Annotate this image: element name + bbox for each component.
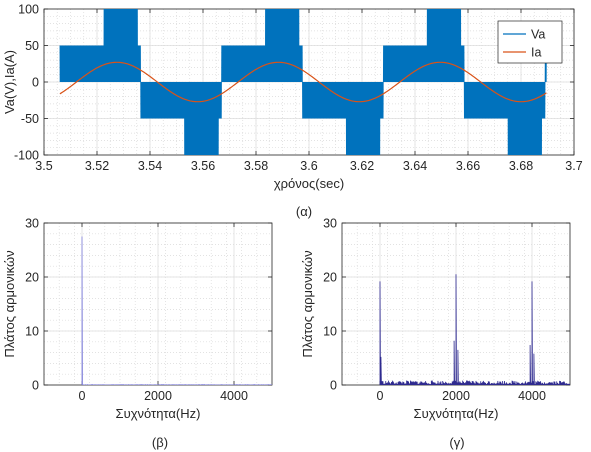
x-tick-label: 3.7	[565, 159, 582, 173]
y-tick-label: 30	[323, 217, 337, 231]
spectrum-line	[81, 236, 272, 385]
x-axis-label: χρόνος(sec)	[274, 176, 344, 191]
series-ia-line	[59, 61, 547, 103]
x-tick-label: 3.58	[244, 159, 268, 173]
x-tick-label: 4000	[220, 389, 248, 403]
y-tick-label: 10	[323, 325, 337, 339]
x-tick-label: 3.6	[300, 159, 317, 173]
x-tick-label: 3.52	[85, 159, 109, 173]
caption-b: (β)	[152, 435, 168, 450]
y-tick-label: -100	[14, 149, 39, 163]
x-axis-label: Συχνότητα(Hz)	[414, 406, 499, 421]
x-tick-label: 2000	[144, 389, 172, 403]
y-axis-label: Πλάτος αρμονικών	[300, 250, 315, 357]
y-axis-label: Πλάτος αρμονικών	[2, 250, 17, 357]
legend-label: Va	[531, 28, 545, 42]
x-tick-label: 0	[79, 389, 86, 403]
series-va-line	[59, 9, 547, 155]
x-tick-label: 3.5	[35, 159, 52, 173]
y-tick-label: 10	[25, 325, 39, 339]
spectrum-chart-current: 0 2000 4000 0 10 20 30 Συχνότητα(Hz) Πλάτος αρμο…	[2, 217, 273, 421]
legend-box	[497, 20, 563, 64]
y-tick-label: 100	[18, 3, 39, 17]
x-tick-label: 2000	[442, 389, 470, 403]
x-tick-label: 3.62	[350, 159, 374, 173]
x-tick-label: 3.66	[456, 159, 480, 173]
y-axis-label: Va(V),Ia(A)	[2, 50, 17, 114]
y-tick-label: 0	[32, 76, 39, 90]
series-layer	[59, 9, 547, 155]
y-tick-label: 0	[330, 379, 337, 393]
series-layer	[379, 274, 570, 385]
x-tick-label: 0	[377, 389, 384, 403]
x-tick-label: 3.68	[509, 159, 533, 173]
tick-marks	[43, 8, 575, 156]
caption-c: (γ)	[449, 435, 464, 450]
x-tick-label: 3.64	[403, 159, 427, 173]
spectrum-line	[379, 274, 570, 385]
series-layer	[81, 236, 272, 385]
legend: Va Ia	[497, 20, 563, 64]
spectrum-chart-voltage: 0 2000 4000 0 10 20 30 Συχνότητα(Hz) Πλάτος αρμο…	[300, 217, 571, 421]
y-tick-label: 30	[25, 217, 39, 231]
x-tick-label: 4000	[518, 389, 546, 403]
y-tick-label: 0	[32, 379, 39, 393]
x-tick-label: 3.54	[138, 159, 162, 173]
y-tick-label: 50	[25, 39, 39, 53]
legend-label: Ia	[531, 46, 541, 60]
y-tick-label: 20	[323, 271, 337, 285]
x-axis-label: Συχνότητα(Hz)	[116, 406, 201, 421]
caption-a: (α)	[296, 204, 312, 219]
y-tick-label: 20	[25, 271, 39, 285]
time-domain-chart: 3.5 3.52 3.54 3.56 3.58 3.6 3.62 3.64 3.66 3.68 3.…	[2, 3, 583, 192]
y-tick-label: -50	[21, 112, 39, 126]
x-tick-label: 3.56	[191, 159, 215, 173]
